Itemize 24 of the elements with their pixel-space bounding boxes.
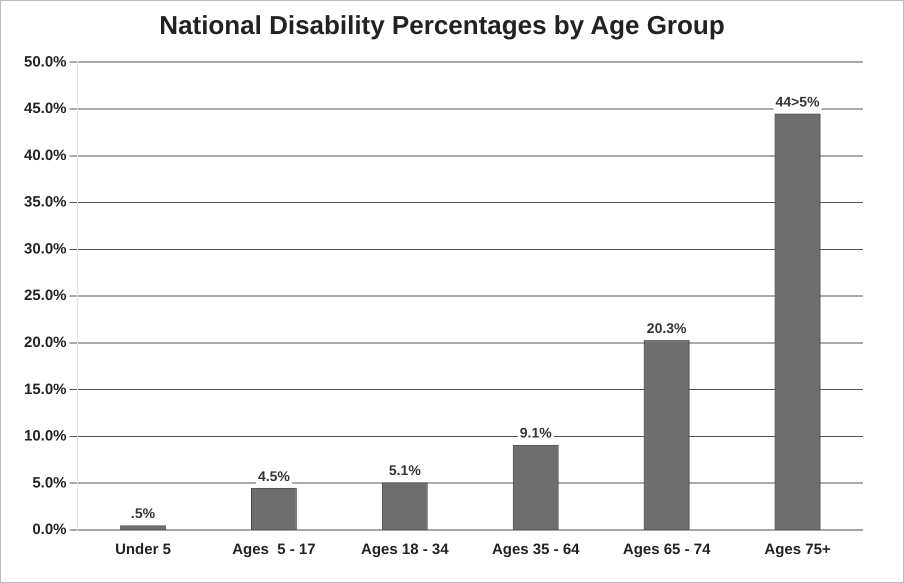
x-tick-label: Ages 65 - 74 bbox=[622, 541, 712, 558]
y-tick-label: 30.0% bbox=[24, 240, 67, 258]
data-label: 20.3% bbox=[646, 320, 688, 336]
x-tick-label: Ages 35 - 64 bbox=[492, 541, 580, 558]
data-label: .5% bbox=[130, 505, 156, 522]
y-tick-label: 40.0% bbox=[24, 146, 67, 164]
x-tick-label: Ages 18 - 34 bbox=[361, 541, 450, 558]
y-tick-label: 45.0% bbox=[24, 100, 67, 118]
data-label: 44>5% bbox=[776, 94, 820, 110]
y-tick-label: 5.0% bbox=[32, 474, 67, 492]
y-tick-label: 35.0% bbox=[24, 194, 67, 211]
x-tick-label: Under 5 bbox=[115, 541, 171, 558]
y-tick-label: 15.0% bbox=[24, 380, 67, 398]
data-label: 4.5% bbox=[258, 468, 290, 484]
y-tick-label: 0.0% bbox=[32, 521, 67, 538]
x-tick-label: Ages 75+ bbox=[764, 541, 831, 558]
data-label: 9.1% bbox=[520, 424, 552, 441]
y-tick-label: 10.0% bbox=[24, 428, 67, 445]
y-tick-label: 50.0% bbox=[24, 53, 67, 70]
x-tick-label: Ages 5 - 17 bbox=[232, 541, 316, 558]
chart-title: National Disability Percentages by Age Group bbox=[159, 10, 725, 40]
data-label: 5.1% bbox=[388, 462, 422, 478]
y-tick-label: 25.0% bbox=[24, 287, 67, 304]
y-tick-label: 20.0% bbox=[24, 334, 67, 352]
